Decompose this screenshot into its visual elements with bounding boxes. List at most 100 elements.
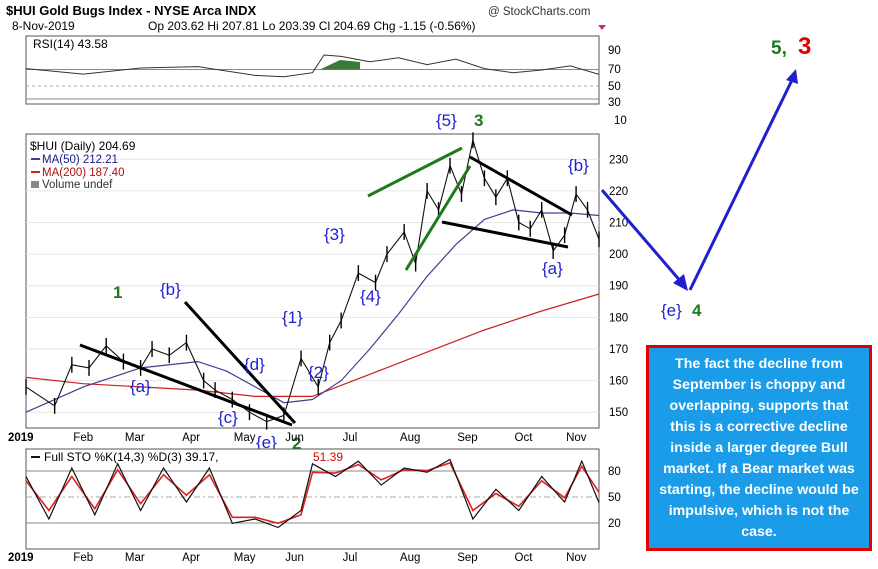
trendline-lower-2 <box>441 220 569 249</box>
sto-panel: Full STO %K(14,3) %D(3) 39.17, 51.39 80 … <box>25 448 621 550</box>
x-tick-label: Sep <box>457 552 477 564</box>
x-tick-label: Jul <box>343 432 358 444</box>
legend-hui: $HUI (Daily) 204.69 <box>30 139 136 153</box>
rsi-tick: 30 <box>608 97 621 109</box>
x-tick-label: Apr <box>182 432 200 444</box>
x-axis-price: 2019 Feb Mar Apr May Jun Jul Aug Sep Oct Nov <box>8 432 587 444</box>
wave-s3-label: {3} <box>324 225 345 244</box>
trendline-green-lower <box>404 165 472 271</box>
x-tick-label: Oct <box>515 432 534 444</box>
x-tick-label: May <box>234 552 256 564</box>
rsi-tick: 90 <box>608 45 621 57</box>
wave-s4-label: {4} <box>360 287 381 306</box>
wave-s5-label: {5} <box>436 111 457 130</box>
wave-e2-label: {e} <box>661 301 682 320</box>
x-tick-label: Sep <box>457 432 477 444</box>
price-panel: 150 160 170 180 190 200 210 220 230 $HUI (Daily)… <box>25 132 628 430</box>
x-tick-label: Oct <box>515 552 534 564</box>
wave-1-label: 1 <box>113 283 122 302</box>
x-tick-label: Mar <box>125 552 145 564</box>
ma200-line <box>25 293 600 397</box>
x-tick-label: Jul <box>343 552 358 564</box>
price-tick-label: 230 <box>609 154 628 166</box>
price-tick-label: 220 <box>609 186 628 198</box>
x-tick-label: Feb <box>73 432 93 444</box>
ohlc-readout: Op 203.62 Hi 207.81 Lo 203.39 Cl 204.69 … <box>148 19 476 33</box>
price-tick-label: 180 <box>609 312 628 324</box>
x-tick-label: Aug <box>400 432 420 444</box>
wave-4-label: 4 <box>692 301 702 320</box>
wave-s2-label: {2} <box>308 363 329 382</box>
x-tick-label: May <box>234 432 256 444</box>
wave-d-label: {d} <box>244 355 265 374</box>
sto-d-line <box>25 461 600 525</box>
wave-2-label: 2 <box>292 434 301 453</box>
sto-tick: 80 <box>608 466 621 478</box>
price-tick-label: 190 <box>609 281 628 293</box>
rsi-tick: 50 <box>608 81 621 93</box>
wave-3-label: 3 <box>474 111 483 130</box>
projection-arrows <box>600 69 798 291</box>
wave-5-label: 5, <box>771 38 787 59</box>
wave-e-label: {e} <box>256 433 277 452</box>
sto-tick: 20 <box>608 518 621 530</box>
x-tick-label: Nov <box>566 552 587 564</box>
price-bars <box>25 132 600 430</box>
chart-title: $HUI Gold Bugs Index - NYSE Arca INDX <box>6 3 257 18</box>
annotation-text: The fact the decline from September is c… <box>659 355 859 540</box>
wave-b-label: {b} <box>160 280 181 299</box>
x-tick-label: Feb <box>73 552 93 564</box>
rsi-line <box>25 54 600 78</box>
x-tick-label: Jun <box>285 432 304 444</box>
annotation-box: The fact the decline from September is c… <box>646 345 872 551</box>
price-tick-label: 210 <box>609 218 628 230</box>
projection-down-line <box>600 189 684 284</box>
legend-volume-swatch <box>31 181 39 188</box>
wave-labels: 1 {b} {a} {c} {d} {e} 2 {1} {2} {3} {4} … <box>113 33 811 453</box>
x-tick-label: Aug <box>400 552 420 564</box>
arrow-up-icon <box>786 69 798 84</box>
wave-c-label: {c} <box>218 408 238 427</box>
rsi-tick: 70 <box>608 64 621 76</box>
chg-down-icon <box>598 25 606 30</box>
x-tick-label: 2019 <box>8 432 34 444</box>
legend-ma200: MA(200) 187.40 <box>42 167 124 179</box>
sto-k-line <box>25 458 600 529</box>
x-axis-sto: 2019 Feb Mar Apr May Jun Jul Aug Sep Oct Nov <box>8 552 587 564</box>
rsi-overbought-fill <box>320 60 360 70</box>
projection-up-line <box>688 77 795 291</box>
watermark: @ StockCharts.com <box>488 6 590 18</box>
arrow-down-icon <box>673 274 688 291</box>
legend-volume: Volume undef <box>42 179 113 191</box>
trendline-upper-2 <box>469 155 573 217</box>
x-tick-label: 2019 <box>8 552 34 564</box>
wave-3-big-label: 3 <box>798 33 811 60</box>
sto-tick: 50 <box>608 492 621 504</box>
rsi-panel: RSI(14) 43.58 90 70 50 30 10 <box>25 35 627 127</box>
x-tick-label: Mar <box>125 432 145 444</box>
rsi-label: RSI(14) 43.58 <box>33 37 108 51</box>
trendline-upper-1 <box>183 300 297 425</box>
price-ticks: 150 160 170 180 190 200 210 220 230 <box>609 154 628 419</box>
ma50-line <box>25 209 600 413</box>
price-frame <box>25 133 600 429</box>
sto-label: Full STO %K(14,3) %D(3) 39.17, <box>44 450 219 464</box>
price-tick-label: 170 <box>609 344 628 356</box>
trendline-lower-1 <box>79 343 293 427</box>
price-gridlines <box>26 158 599 413</box>
price-tick-label: 200 <box>609 249 628 261</box>
sto-d-value: 51.39 <box>313 450 343 464</box>
x-tick-label: Jun <box>285 552 304 564</box>
trendline-green-upper <box>367 146 463 198</box>
price-tick-label: 160 <box>609 376 628 388</box>
wave-b2-label: {b} <box>568 156 589 175</box>
rsi-tick: 10 <box>614 115 627 127</box>
x-tick-label: Apr <box>182 552 200 564</box>
legend-ma50: MA(50) 212.21 <box>42 154 118 166</box>
chart-date: 8-Nov-2019 <box>12 19 75 33</box>
wave-a-label: {a} <box>130 377 151 396</box>
wave-s1-label: {1} <box>282 308 303 327</box>
price-tick-label: 150 <box>609 407 628 419</box>
x-tick-label: Nov <box>566 432 587 444</box>
